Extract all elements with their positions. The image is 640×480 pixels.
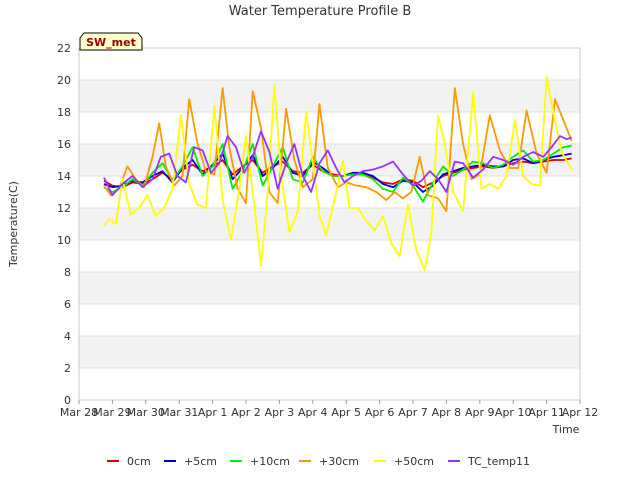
- chart-title: Water Temperature Profile B: [229, 4, 412, 19]
- y-tick-label: 10: [57, 234, 71, 247]
- x-tick-label: Apr 7: [398, 406, 428, 419]
- legend: 0cm +5cm +10cm +30cm +50cm TC_temp11: [107, 455, 530, 468]
- legend-label: +5cm: [184, 455, 217, 468]
- x-tick-label: Apr 2: [231, 406, 261, 419]
- series-line--10cm: [103, 143, 572, 203]
- x-tick-label: Apr 5: [331, 406, 361, 419]
- y-tick-label: 4: [64, 330, 71, 343]
- legend-label: TC_temp11: [467, 455, 530, 468]
- x-tick-label: Mar 29: [93, 406, 131, 419]
- x-tick-label: Apr 11: [528, 406, 565, 419]
- x-tick-label: Mar 28: [60, 406, 98, 419]
- annotation-label: SW_met: [86, 36, 136, 49]
- legend-label: +50cm: [394, 455, 434, 468]
- plot-band: [79, 272, 580, 304]
- x-tick-label: Apr 1: [198, 406, 228, 419]
- series-line--50cm: [103, 75, 573, 272]
- y-tick-label: 12: [57, 202, 71, 215]
- series-line--30cm: [103, 87, 573, 213]
- x-tick-label: Apr 6: [365, 406, 395, 419]
- series-line-tc-temp11: [103, 130, 572, 197]
- plot-band: [79, 80, 580, 112]
- annotation-box: SW_met: [79, 32, 143, 51]
- y-tick-label: 6: [64, 298, 71, 311]
- x-tick-label: Apr 3: [265, 406, 295, 419]
- x-tick-label: Apr 8: [432, 406, 462, 419]
- y-tick-label: 22: [57, 42, 71, 55]
- legend-label: 0cm: [127, 455, 151, 468]
- series-lines: [103, 75, 573, 272]
- y-tick-label: 0: [64, 394, 71, 407]
- x-tick-label: Apr 10: [495, 406, 532, 419]
- plot-frame: [78, 47, 581, 401]
- y-axis-label: Temperature(C): [7, 181, 20, 268]
- y-tick-label: 8: [64, 266, 71, 279]
- y-tick-label: 2: [64, 362, 71, 375]
- x-tick-label: Mar 31: [160, 406, 198, 419]
- y-tick-label: 18: [57, 106, 71, 119]
- x-tick-label: Apr 12: [562, 406, 599, 419]
- legend-label: +10cm: [250, 455, 290, 468]
- legend-label: +30cm: [319, 455, 359, 468]
- x-tick-label: Apr 4: [298, 406, 328, 419]
- y-tick-label: 14: [57, 170, 71, 183]
- y-tick-label: 16: [57, 138, 71, 151]
- x-axis-label: Time: [552, 423, 580, 436]
- y-axis-ticks: 0 2 4 6 8 10 12 14 16 18 20 22: [57, 42, 71, 407]
- x-tick-label: Apr 9: [465, 406, 495, 419]
- y-tick-label: 20: [57, 74, 71, 87]
- plot-band: [79, 336, 580, 368]
- x-tick-label: Mar 30: [127, 406, 165, 419]
- annotation-box-shape: [79, 32, 143, 51]
